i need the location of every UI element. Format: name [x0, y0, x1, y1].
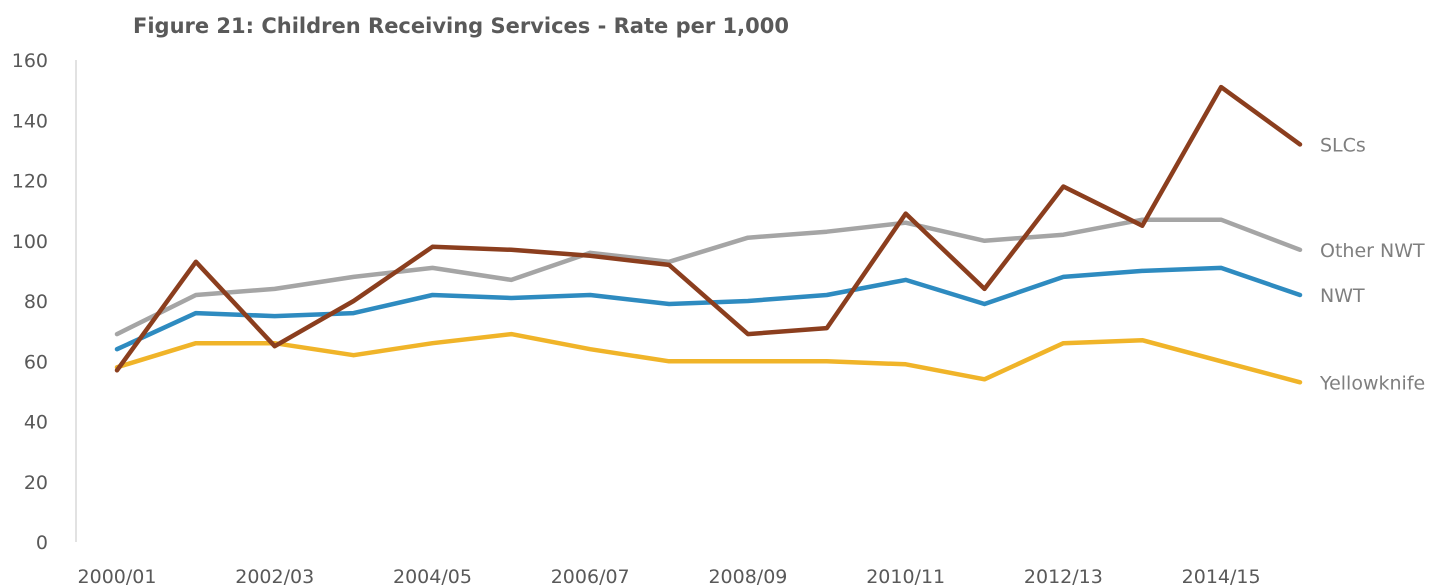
chart-title: Figure 21: Children Receiving Services -… — [133, 14, 789, 38]
y-tick-label: 140 — [12, 110, 48, 132]
x-tick-label: 2006/07 — [551, 566, 630, 588]
series-line-yellowknife — [114, 331, 1303, 385]
series-labels: Other NWT NWT Yellowknife SLCs — [1319, 134, 1425, 394]
y-tick-label: 40 — [24, 412, 48, 434]
series-line-nwt — [114, 265, 1303, 352]
series-label-slcs: SLCs — [1320, 134, 1366, 156]
y-tick-label: 160 — [12, 50, 48, 72]
y-tick-label: 60 — [24, 351, 48, 373]
y-tick-label: 0 — [36, 532, 48, 554]
x-tick-label: 2008/09 — [708, 566, 787, 588]
series-label-other-nwt: Other NWT — [1320, 240, 1425, 262]
series-lines — [114, 84, 1303, 385]
series-line-slcs — [114, 84, 1303, 373]
y-tick-label: 100 — [12, 231, 48, 253]
series-label-yellowknife: Yellowknife — [1319, 372, 1425, 394]
x-axis-ticks: 2000/01 2002/03 2004/05 2006/07 2008/09 2010/… — [78, 566, 1261, 588]
x-tick-label: 2004/05 — [393, 566, 472, 588]
x-tick-label: 2014/15 — [1182, 566, 1261, 588]
x-tick-label: 2012/13 — [1024, 566, 1103, 588]
x-tick-label: 2000/01 — [78, 566, 157, 588]
y-tick-label: 120 — [12, 171, 48, 193]
y-tick-label: 20 — [24, 472, 48, 494]
x-tick-label: 2010/11 — [866, 566, 945, 588]
series-line-other-nwt — [114, 217, 1303, 337]
y-tick-label: 80 — [24, 291, 48, 313]
x-tick-label: 2002/03 — [235, 566, 314, 588]
y-axis-ticks: 0 20 40 60 80 100 120 140 160 — [12, 50, 48, 554]
series-label-nwt: NWT — [1320, 285, 1365, 307]
